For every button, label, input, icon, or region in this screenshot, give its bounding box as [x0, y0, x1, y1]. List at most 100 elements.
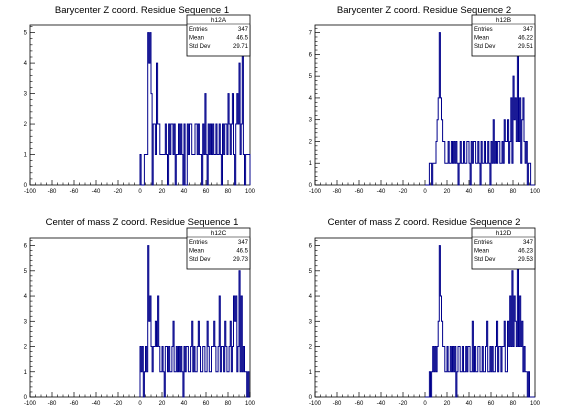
stats-label: Std Dev — [189, 257, 210, 263]
y-tick-label: 0 — [24, 395, 28, 401]
x-tick-label: 80 — [225, 189, 232, 195]
y-tick-label: 1 — [309, 161, 313, 167]
y-tick-label: 4 — [309, 294, 313, 300]
x-tick-label: -40 — [92, 401, 101, 407]
chart-title: Center of mass Z coord. Residue Sequence… — [328, 217, 521, 228]
x-tick-label: 80 — [510, 189, 517, 195]
y-tick-label: 5 — [309, 269, 313, 275]
stats-value: 29.53 — [518, 257, 534, 263]
y-tick-label: 3 — [24, 92, 28, 98]
x-tick-label: -60 — [355, 189, 364, 195]
y-tick-label: 1 — [24, 153, 28, 159]
stats-value: 347 — [238, 240, 249, 246]
y-tick-label: 5 — [309, 74, 313, 80]
x-tick-label: -80 — [48, 189, 57, 195]
stats-label: Mean — [474, 249, 489, 255]
stats-label: Mean — [189, 36, 204, 42]
y-tick-label: 0 — [309, 395, 313, 401]
histogram-panel-4: Center of mass Z coord. Residue Sequence… — [309, 217, 541, 407]
x-tick-label: 100 — [530, 401, 541, 407]
stats-value: 46.5 — [236, 36, 248, 42]
y-tick-label: 3 — [309, 319, 313, 325]
y-tick-label: 4 — [309, 96, 313, 102]
x-tick-label: 80 — [225, 401, 232, 407]
chart-title: Barycenter Z coord. Residue Sequence 2 — [337, 5, 511, 16]
stats-value: 347 — [238, 27, 249, 33]
x-tick-label: -100 — [309, 189, 322, 195]
stats-value: 29.73 — [233, 257, 249, 263]
x-tick-label: 60 — [488, 189, 495, 195]
x-tick-label: -100 — [309, 401, 322, 407]
stats-value: 46.22 — [518, 36, 534, 42]
x-tick-label: -80 — [333, 401, 342, 407]
histogram-panel-3: Center of mass Z coord. Residue Sequence… — [24, 217, 256, 407]
histogram-panel-1: Barycenter Z coord. Residue Sequence 1 -1… — [24, 5, 256, 195]
stats-label: Std Dev — [189, 44, 210, 50]
stats-label: Entries — [474, 240, 493, 246]
y-tick-label: 6 — [309, 52, 313, 58]
x-tick-label: 60 — [488, 401, 495, 407]
x-tick-label: 40 — [466, 401, 473, 407]
x-tick-label: -20 — [114, 401, 123, 407]
y-tick-label: 1 — [24, 370, 28, 376]
x-tick-label: 40 — [181, 189, 188, 195]
y-tick-label: 4 — [24, 61, 28, 67]
stats-box — [186, 227, 251, 270]
x-tick-label: 0 — [138, 401, 142, 407]
stats-value: 46.5 — [236, 249, 248, 255]
x-tick-label: 20 — [159, 189, 166, 195]
x-tick-label: -40 — [377, 401, 386, 407]
x-tick-label: 100 — [245, 189, 256, 195]
stats-label: Std Dev — [474, 257, 495, 263]
x-tick-label: 100 — [245, 401, 256, 407]
x-tick-label: -100 — [24, 189, 37, 195]
stats-value: 46.23 — [518, 249, 534, 255]
stats-value: 29.71 — [233, 44, 249, 50]
x-tick-label: 0 — [423, 401, 427, 407]
x-tick-label: -60 — [70, 189, 79, 195]
stats-name: h12D — [496, 230, 512, 237]
stats-label: Mean — [474, 36, 489, 42]
y-tick-label: 2 — [309, 139, 313, 145]
stats-label: Mean — [189, 249, 204, 255]
y-tick-label: 6 — [309, 244, 313, 250]
stats-label: Entries — [189, 240, 208, 246]
stats-box — [186, 14, 251, 57]
x-tick-label: -80 — [333, 189, 342, 195]
histogram-series — [425, 245, 535, 398]
stats-box — [471, 14, 536, 57]
x-tick-label: -20 — [399, 401, 408, 407]
chart-title: Center of mass Z coord. Residue Sequence… — [46, 217, 239, 228]
x-tick-label: -20 — [399, 189, 408, 195]
x-tick-label: -100 — [24, 401, 37, 407]
x-tick-label: 40 — [466, 189, 473, 195]
histogram-series — [425, 32, 535, 186]
stats-value: 347 — [523, 27, 534, 33]
y-tick-label: 5 — [24, 31, 28, 37]
y-tick-label: 0 — [309, 183, 313, 189]
x-tick-label: 100 — [530, 189, 541, 195]
stats-box — [471, 227, 536, 270]
y-tick-label: 5 — [24, 269, 28, 275]
stats-name: h12B — [496, 17, 511, 24]
y-tick-label: 2 — [24, 122, 28, 128]
stats-name: h12C — [211, 230, 227, 237]
y-tick-label: 7 — [309, 31, 313, 37]
x-tick-label: 20 — [444, 189, 451, 195]
y-tick-label: 2 — [24, 345, 28, 351]
stats-label: Entries — [474, 27, 493, 33]
x-tick-label: 60 — [203, 401, 210, 407]
histogram-panel-2: Barycenter Z coord. Residue Sequence 2 -1… — [309, 5, 541, 195]
y-tick-label: 2 — [309, 345, 313, 351]
x-tick-label: 20 — [444, 401, 451, 407]
x-tick-label: -80 — [48, 401, 57, 407]
x-tick-label: 0 — [423, 189, 427, 195]
y-tick-label: 3 — [24, 319, 28, 325]
x-tick-label: 20 — [159, 401, 166, 407]
stats-value: 29.51 — [518, 44, 534, 50]
x-tick-label: -60 — [355, 401, 364, 407]
y-tick-label: 3 — [309, 118, 313, 124]
histogram-series — [139, 245, 250, 398]
x-tick-label: 40 — [181, 401, 188, 407]
x-tick-label: 0 — [138, 189, 142, 195]
